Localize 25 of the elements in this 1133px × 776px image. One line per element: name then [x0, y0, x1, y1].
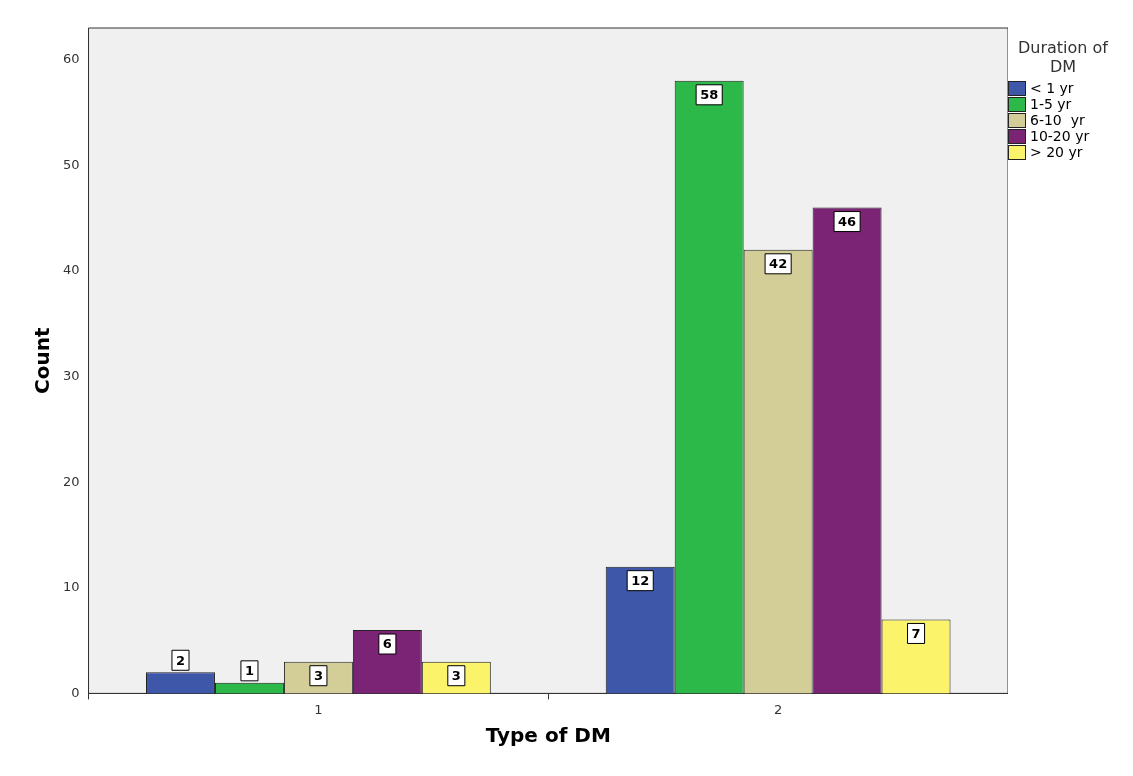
data-label: 7 — [911, 625, 921, 641]
y-axis-title: Count — [30, 327, 55, 394]
legend-title: Duration of DM — [1017, 38, 1110, 76]
y-tick-label: 40 — [63, 262, 80, 278]
data-label: 3 — [313, 668, 323, 684]
data-label: 46 — [838, 213, 857, 229]
y-tick-label: 60 — [63, 51, 80, 67]
data-label: 6 — [382, 636, 392, 652]
data-label: 3 — [451, 668, 461, 684]
data-label: 2 — [175, 652, 186, 668]
x-axis-title: Type of DM — [485, 723, 611, 748]
y-tick-label: 20 — [63, 473, 80, 489]
y-tick-label: 30 — [63, 367, 80, 383]
legend-label: 1-5 yr — [1030, 96, 1072, 112]
y-tick-label: 10 — [63, 579, 80, 595]
legend-label: > 20 yr — [1030, 144, 1083, 160]
y-tick-label: 0 — [71, 684, 80, 700]
legend-label: 6-10 yr — [1030, 112, 1085, 128]
data-label: 42 — [769, 256, 788, 272]
data-label: 1 — [244, 663, 254, 679]
y-tick-label: 50 — [63, 156, 80, 172]
data-label: 12 — [631, 573, 650, 589]
data-label: 58 — [700, 87, 719, 103]
legend-label: 10-20 yr — [1030, 128, 1090, 144]
legend-label: < 1 yr — [1030, 80, 1074, 96]
